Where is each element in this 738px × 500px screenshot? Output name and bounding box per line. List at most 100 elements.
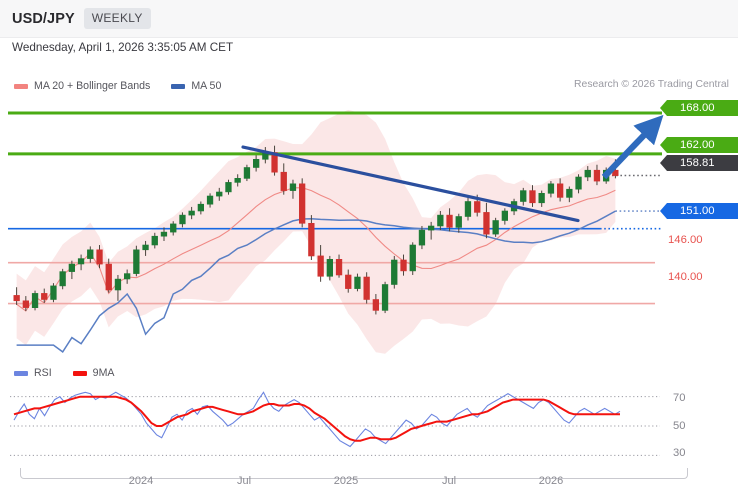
candle-body	[391, 259, 398, 285]
price-level-tag: 151.00	[660, 203, 738, 219]
rsi-chart-panel[interactable]	[0, 382, 738, 470]
candle-body	[529, 190, 536, 204]
legend-item-ma50[interactable]: MA 50	[171, 80, 221, 92]
candle-body	[483, 212, 490, 235]
legend-item-rsi[interactable]: RSI	[14, 367, 52, 379]
price-chart-svg	[8, 109, 664, 354]
candle-body	[225, 182, 232, 193]
candle-body	[427, 225, 435, 231]
tag-pointer-icon	[660, 203, 667, 219]
page-title: USD/JPY	[12, 10, 75, 27]
x-axis-label: Jul	[236, 475, 252, 487]
candle-body	[216, 191, 223, 197]
candle-body	[234, 178, 241, 183]
candle-body	[354, 276, 361, 289]
candle-body	[575, 176, 582, 190]
legend-label: MA 50	[191, 80, 222, 92]
candle-body	[87, 249, 94, 259]
research-credit: Research © 2026 Trading Central	[574, 79, 729, 90]
rsi-legend: RSI 9MA	[14, 367, 128, 379]
x-axis-label: Jul	[441, 475, 457, 487]
candle-body	[31, 293, 39, 308]
price-level-text: 168.00	[680, 102, 715, 114]
candle-body	[105, 263, 112, 291]
candle-body	[492, 220, 499, 235]
tag-pointer-icon	[660, 137, 667, 153]
price-level-tag: 162.00	[660, 137, 738, 153]
x-axis-frame	[20, 468, 688, 479]
dash-swatch-icon	[14, 370, 28, 376]
legend-label: 9MA	[92, 367, 115, 379]
candle-body	[455, 216, 462, 228]
candle-body	[584, 169, 591, 178]
rsi-axis-label: 70	[673, 392, 686, 404]
candle-body	[335, 259, 343, 276]
candle-body	[372, 299, 379, 311]
dash-swatch-icon	[171, 83, 186, 89]
candle-body	[501, 210, 508, 221]
candle-body	[133, 249, 140, 274]
price-level-tag: 168.00	[660, 100, 738, 116]
candle-body	[308, 223, 315, 257]
x-axis-label: 2024	[128, 475, 154, 487]
candle-body	[418, 229, 426, 246]
candle-body	[345, 274, 352, 289]
candle-body	[179, 214, 186, 225]
candle-body	[253, 158, 260, 168]
tag-pointer-icon	[660, 155, 667, 171]
candle-body	[381, 284, 389, 311]
candle-body	[77, 258, 85, 265]
candle-body	[68, 263, 75, 272]
ma50-line	[16, 210, 616, 353]
candle-body	[566, 188, 573, 198]
price-chart-panel[interactable]	[0, 96, 738, 358]
candle-body	[160, 231, 168, 237]
candle-body	[298, 183, 306, 224]
candle-body	[243, 167, 251, 179]
price-level-label: 140.00	[668, 271, 703, 283]
legend-item-ma20[interactable]: MA 20 + Bollinger Bands	[14, 80, 150, 92]
candle-body	[289, 183, 297, 191]
candle-body	[317, 255, 324, 277]
candle-body	[464, 201, 472, 217]
x-axis-label: 2026	[538, 475, 564, 487]
candle-body	[151, 235, 158, 246]
dash-swatch-icon	[14, 83, 28, 89]
candle-body	[593, 169, 601, 182]
dash-swatch-icon	[72, 370, 87, 376]
candle-body	[437, 214, 444, 227]
candle-body	[206, 195, 214, 205]
bullish-arrow	[601, 114, 664, 180]
candle-body	[280, 171, 287, 191]
candle-body	[520, 190, 527, 202]
rsi-axis-label: 50	[673, 420, 686, 432]
candle-body	[13, 295, 20, 302]
price-legend: MA 20 + Bollinger Bands MA 50	[14, 80, 235, 92]
bollinger-band-cloud	[16, 109, 616, 354]
candle-body	[188, 210, 195, 216]
candle-body	[547, 183, 555, 194]
candle-body	[474, 201, 481, 213]
candle-body	[170, 223, 177, 233]
candle-body	[124, 273, 131, 280]
price-level-text: 151.00	[680, 205, 715, 217]
candle-body	[612, 169, 619, 176]
rsi-axis-label: 30	[673, 447, 686, 459]
descending-trendline	[241, 145, 580, 223]
candle-body	[41, 293, 48, 300]
tag-pointer-icon	[660, 100, 667, 116]
candle-body	[538, 193, 545, 204]
candle-body	[96, 249, 103, 265]
candle-body	[446, 214, 453, 228]
price-level-label: 146.00	[668, 234, 703, 246]
candle-body	[59, 271, 66, 287]
candle-body	[197, 203, 204, 212]
rsi-ma-line	[13, 395, 620, 442]
candle-body	[114, 278, 122, 291]
legend-item-9ma[interactable]: 9MA	[72, 367, 115, 379]
candle-body	[142, 244, 149, 251]
timestamp: Wednesday, April 1, 2026 3:35:05 AM CET	[12, 41, 234, 54]
header-bar: USD/JPY WEEKLY	[0, 0, 738, 38]
timeframe-badge[interactable]: WEEKLY	[83, 8, 151, 29]
